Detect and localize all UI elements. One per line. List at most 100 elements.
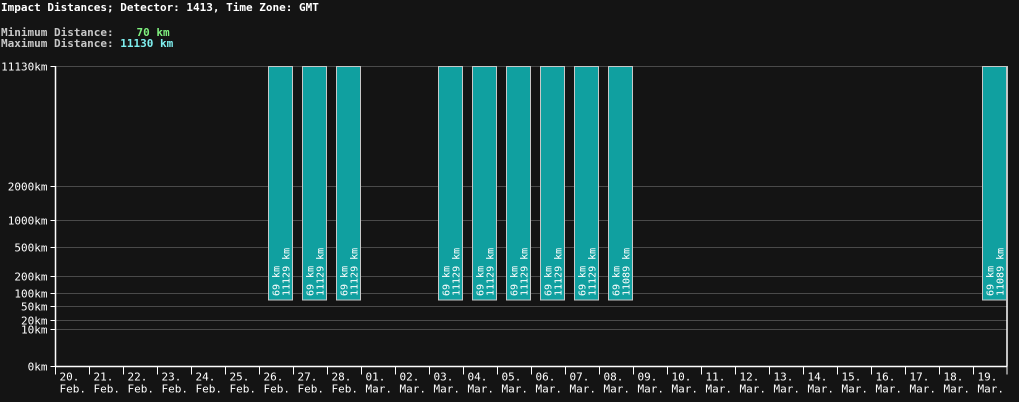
x-tick-label-month: Mar. — [910, 383, 937, 396]
x-tick-label-day: 19. — [978, 371, 998, 384]
x-tick-label-month: Mar. — [536, 383, 563, 396]
x-tick-label-month: Feb. — [264, 383, 291, 396]
bar-label-max: 11129 km — [452, 248, 463, 296]
maximum-distance-value: 11130 km — [120, 37, 174, 50]
bar-label-min: 69 km — [544, 266, 555, 296]
x-tick-label-month: Mar. — [740, 383, 767, 396]
bar — [574, 66, 599, 301]
x-tick-label-day: 08. — [604, 371, 624, 384]
bar — [608, 66, 633, 301]
bar-label-max: 11129 km — [282, 248, 293, 296]
y-tick-label: 50km — [21, 301, 48, 314]
y-tick-label: 11130km — [1, 61, 48, 74]
chart-title: Impact Distances; Detector: 1413, Time Z… — [1, 1, 319, 14]
x-tick-label-day: 27. — [298, 371, 318, 384]
bar — [302, 66, 327, 301]
x-tick-label-month: Feb. — [196, 383, 223, 396]
y-tick-label: 10km — [21, 324, 48, 337]
x-tick-label-day: 10. — [672, 371, 692, 384]
bar-label-min: 69 km — [578, 266, 589, 296]
x-tick-label-day: 05. — [502, 371, 522, 384]
x-tick-label-day: 16. — [876, 371, 896, 384]
x-tick-label-day: 07. — [570, 371, 590, 384]
bar — [506, 66, 531, 301]
bar — [336, 66, 361, 301]
x-tick-label-month: Mar. — [366, 383, 393, 396]
x-tick-label-month: Feb. — [298, 383, 325, 396]
maximum-distance-label: Maximum Distance: — [1, 37, 114, 50]
x-tick-label-day: 25. — [230, 371, 250, 384]
x-tick-label-day: 15. — [842, 371, 862, 384]
y-tick-label: 500km — [14, 242, 47, 255]
x-tick-label-month: Mar. — [468, 383, 495, 396]
bar-label-max: 11129 km — [486, 248, 497, 296]
x-tick-label-day: 26. — [264, 371, 284, 384]
y-tick-label: 20km — [21, 315, 48, 328]
bar-label-max: 11129 km — [520, 248, 531, 296]
y-tick-label: 2000km — [8, 181, 48, 194]
x-tick-label-day: 14. — [808, 371, 828, 384]
bar-label-min: 69 km — [986, 266, 997, 296]
bar-label-max: 11129 km — [350, 248, 361, 296]
x-tick-label-day: 09. — [638, 371, 658, 384]
x-tick-label-month: Mar. — [978, 383, 1005, 396]
x-tick-label-month: Feb. — [332, 383, 359, 396]
x-tick-label-day: 12. — [740, 371, 760, 384]
bar-label-min: 69 km — [442, 266, 453, 296]
x-tick-label-day: 06. — [536, 371, 556, 384]
x-tick-label-month: Mar. — [842, 383, 869, 396]
x-tick-label-month: Mar. — [944, 383, 971, 396]
x-tick-label-month: Feb. — [60, 383, 87, 396]
x-tick-label-month: Mar. — [638, 383, 665, 396]
x-tick-label-month: Mar. — [672, 383, 699, 396]
bar — [540, 66, 565, 301]
x-tick-label-day: 21. — [94, 371, 114, 384]
x-tick-label-month: Mar. — [604, 383, 631, 396]
x-tick-label-day: 18. — [944, 371, 964, 384]
x-tick-label-day: 03. — [434, 371, 454, 384]
x-tick-label-day: 02. — [400, 371, 420, 384]
x-tick-label-month: Feb. — [230, 383, 257, 396]
x-tick-label-month: Mar. — [400, 383, 427, 396]
bar — [438, 66, 463, 301]
minimum-distance: Minimum Distance: 70 km — [1, 26, 170, 39]
bar — [472, 66, 497, 301]
bar-label-max: 11129 km — [588, 248, 599, 296]
minimum-distance-label: Minimum Distance: — [1, 26, 114, 39]
x-tick-label-day: 20. — [60, 371, 80, 384]
bar-label-max: 11089 km — [622, 248, 633, 296]
x-tick-label-day: 13. — [774, 371, 794, 384]
y-tick-label: 0km — [28, 361, 48, 374]
bar-label-min: 69 km — [272, 266, 283, 296]
x-tick-label-day: 23. — [162, 371, 182, 384]
bar — [268, 66, 293, 301]
y-tick-label: 100km — [14, 288, 47, 301]
bar-label-max: 11129 km — [316, 248, 327, 296]
bar — [982, 66, 1007, 301]
x-tick-label-month: Feb. — [94, 383, 121, 396]
x-tick-label-month: Mar. — [502, 383, 529, 396]
y-tick-label: 1000km — [8, 215, 48, 228]
x-tick-label-month: Mar. — [774, 383, 801, 396]
x-tick-label-day: 17. — [910, 371, 930, 384]
y-tick-label: 200km — [14, 271, 47, 284]
x-tick-label-month: Mar. — [570, 383, 597, 396]
bar-label-min: 69 km — [306, 266, 317, 296]
x-tick-label-day: 22. — [128, 371, 148, 384]
x-tick-label-month: Mar. — [808, 383, 835, 396]
x-tick-label-day: 28. — [332, 371, 352, 384]
bar-label-min: 69 km — [340, 266, 351, 296]
x-tick-label-day: 24. — [196, 371, 216, 384]
x-tick-label-month: Mar. — [434, 383, 461, 396]
bar-label-min: 69 km — [510, 266, 521, 296]
maximum-distance: Maximum Distance: 11130 km — [1, 37, 173, 50]
x-tick-label-day: 04. — [468, 371, 488, 384]
bar-label-min: 69 km — [612, 266, 623, 296]
x-tick-label-month: Feb. — [162, 383, 189, 396]
x-tick-label-day: 11. — [706, 371, 726, 384]
bar-label-min: 69 km — [476, 266, 487, 296]
x-tick-label-month: Mar. — [876, 383, 903, 396]
minimum-distance-value: 70 km — [136, 26, 170, 39]
x-tick-label-month: Mar. — [706, 383, 733, 396]
